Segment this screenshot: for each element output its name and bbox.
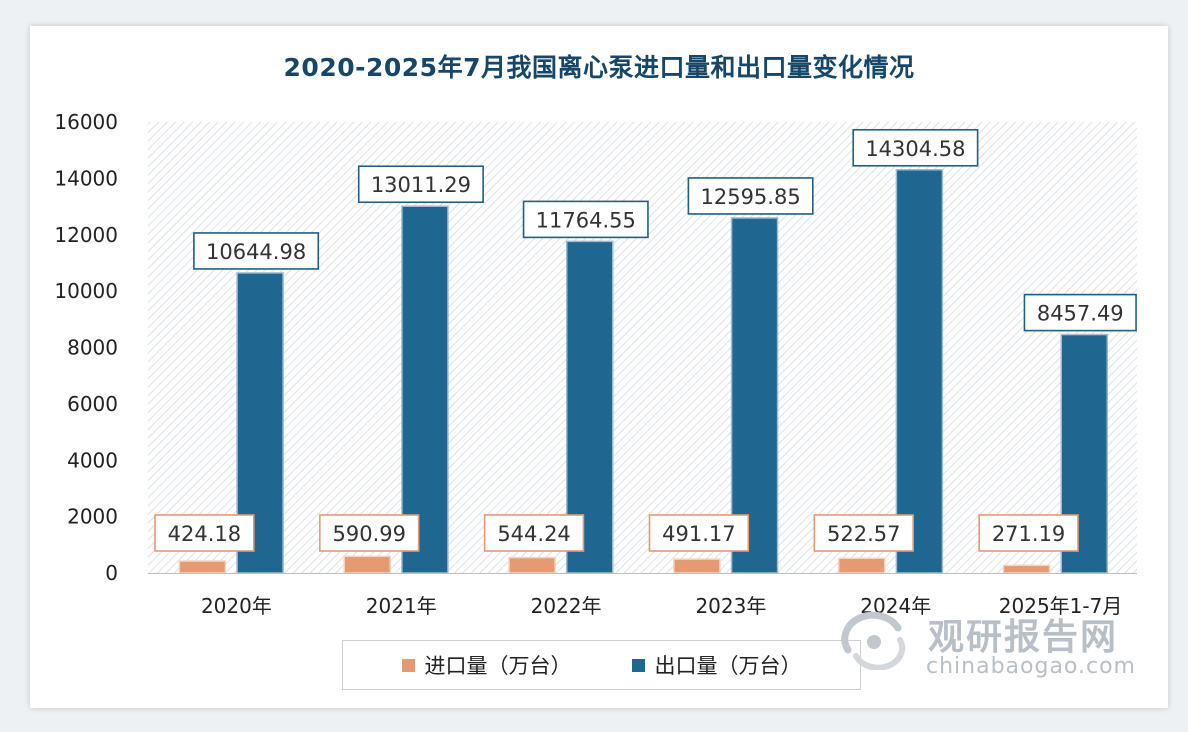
bar-export-3 (730, 217, 779, 574)
bar-import-0 (178, 560, 227, 574)
label-import-5-box (978, 514, 1079, 552)
label-import-1-box (319, 514, 420, 552)
label-import-3-text: 491.17 (662, 522, 735, 546)
bar-import-5 (1002, 564, 1051, 574)
label-export-5-text: 8457.49 (1037, 302, 1124, 326)
y-tick-label: 2000 (67, 505, 118, 529)
label-import-4: 522.57 (813, 514, 914, 552)
label-export-1-box (357, 165, 484, 204)
x-axis: 2020年 2021年 2022年 2023年 2024年 2025年1-7月 (148, 573, 1137, 618)
bar-export-0 (236, 272, 284, 574)
legend-label-import: 进口量（万台） (424, 654, 572, 678)
y-tick-label: 0 (105, 561, 118, 585)
y-tick-label: 6000 (67, 392, 118, 416)
y-axis: 0 2000 4000 6000 8000 10000 12000 14000 16000 (54, 110, 118, 585)
x-tick-label: 2020年 (201, 594, 272, 618)
label-import-0-text: 424.18 (168, 522, 241, 546)
label-import-1: 590.99 (319, 514, 420, 552)
y-tick-label: 10000 (54, 279, 118, 303)
watermark-logo-icon (841, 611, 906, 670)
legend: 进口量（万台） 出口量（万台） (342, 640, 861, 690)
label-export-4: 14304.58 (852, 128, 979, 167)
label-export-4-text: 14304.58 (865, 137, 965, 161)
plot-area (148, 122, 1137, 573)
x-tick-label: 2025年1-7月 (999, 594, 1123, 618)
label-import-4-text: 522.57 (827, 522, 900, 546)
bar-import-3 (673, 558, 721, 574)
label-import-5: 271.19 (978, 514, 1079, 552)
x-tick-label: 2022年 (531, 594, 602, 618)
label-import-2-text: 544.24 (497, 522, 570, 546)
label-import-3-box (648, 514, 750, 552)
label-import-5-text: 271.19 (992, 522, 1065, 546)
label-import-2: 544.24 (483, 514, 585, 552)
chart-title: 2020-2025年7月我国离心泵进口量和出口量变化情况 (283, 53, 915, 82)
label-export-2: 11764.55 (522, 200, 649, 239)
y-tick-label: 8000 (67, 336, 118, 360)
watermark: 观研报告网 chinabaogao.com (838, 602, 1168, 692)
label-export-4-box (852, 128, 979, 167)
legend-label-export: 出口量（万台） (654, 654, 802, 678)
x-tick-label: 2021年 (366, 594, 437, 618)
label-import-1-text: 590.99 (332, 522, 405, 546)
y-tick-label: 16000 (54, 110, 118, 134)
label-import-0: 424.18 (154, 514, 255, 552)
watermark-name: 观研报告网 (928, 617, 1119, 658)
watermark-domain: chinabaogao.com (926, 654, 1136, 679)
label-export-1: 13011.29 (357, 165, 484, 204)
label-export-2-box (522, 200, 649, 239)
y-tick-label: 4000 (67, 448, 118, 472)
x-tick-label: 2023年 (695, 594, 766, 618)
label-export-3-text: 12595.85 (700, 185, 800, 209)
label-import-3: 491.17 (648, 514, 750, 552)
label-export-5: 8457.49 (1023, 293, 1137, 332)
label-import-2-box (483, 514, 585, 552)
label-export-3: 12595.85 (687, 177, 814, 215)
label-export-0-text: 10644.98 (206, 240, 306, 264)
label-export-3-box (687, 177, 814, 215)
legend-item-import: 进口量（万台） (401, 650, 572, 680)
bar-import-2 (508, 556, 556, 574)
bars (178, 169, 1109, 574)
data-labels: 424.18 10644.98 590.99 13011.29 544.24 11764.… (154, 128, 1137, 552)
bar-export-4 (895, 169, 944, 574)
legend-swatch-export (631, 658, 645, 672)
bar-import-4 (837, 557, 886, 574)
label-import-4-box (813, 514, 914, 552)
label-export-0: 10644.98 (193, 232, 320, 270)
legend-swatch-import (401, 658, 415, 672)
bar-import-1 (343, 555, 391, 574)
y-tick-label: 14000 (54, 166, 118, 190)
label-export-0-box (193, 232, 320, 270)
label-import-0-box (154, 514, 255, 552)
legend-item-export: 出口量（万台） (631, 650, 802, 680)
y-tick-label: 12000 (54, 223, 118, 247)
label-export-1-text: 13011.29 (371, 173, 471, 197)
label-export-5-box (1023, 293, 1137, 332)
label-export-2-text: 11764.55 (536, 208, 636, 232)
